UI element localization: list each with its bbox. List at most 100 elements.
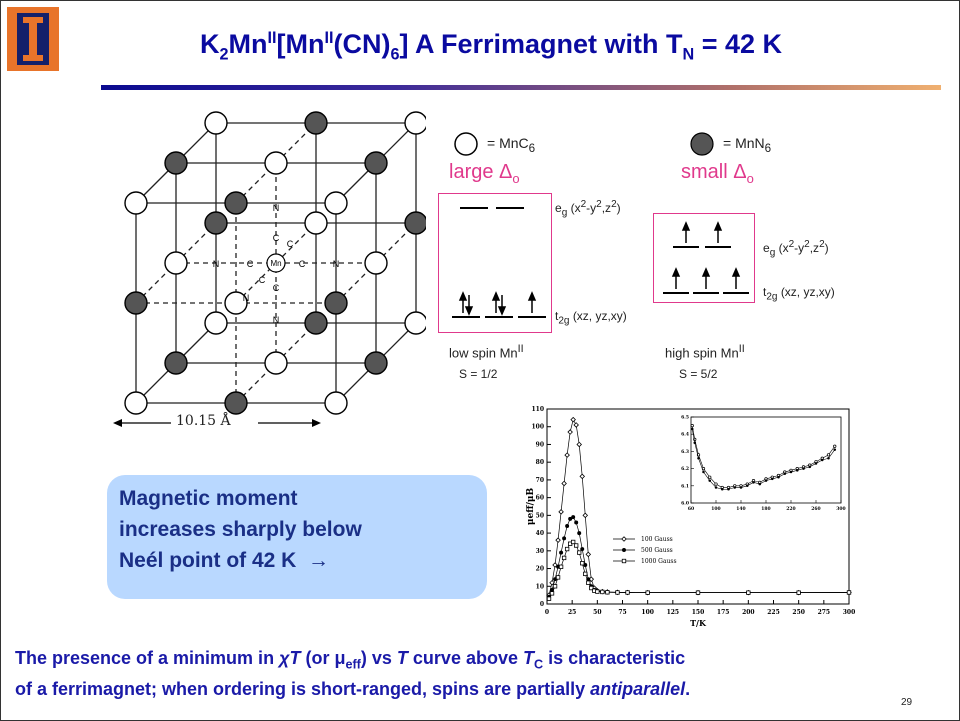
- data-point: [714, 482, 718, 486]
- cyanide-c-label: C: [273, 283, 280, 293]
- title-underline-bar: [101, 85, 941, 90]
- y-tick-label: 90: [536, 441, 544, 448]
- low-spin-s-value: S = 1/2: [459, 367, 498, 381]
- data-point: [552, 584, 558, 589]
- high-spin-s-value: S = 5/2: [679, 367, 718, 381]
- data-point: [570, 416, 576, 423]
- data-point: [758, 482, 762, 486]
- callout-line-3: Neél point of 42 K →: [119, 549, 330, 572]
- data-point: [690, 423, 694, 428]
- x-tick-label: 0: [545, 609, 549, 616]
- mnn6-atom: [164, 351, 188, 375]
- mnn6-filled-circle-icon: [690, 132, 714, 156]
- cyanide-c-label: C: [259, 275, 266, 285]
- right-arrow-icon: →: [308, 549, 330, 572]
- data-point: [795, 469, 799, 472]
- data-point: [777, 475, 780, 479]
- legend-mnn6: = MnN6: [723, 135, 772, 155]
- mnc6-atom: [404, 311, 426, 335]
- y-tick-label: 60: [536, 495, 544, 502]
- callout-line-2: increases sharply below: [119, 518, 362, 541]
- data-point: [579, 473, 585, 480]
- data-point: [565, 524, 570, 528]
- data-point: [558, 509, 564, 515]
- large-delta-label: large Δo: [449, 161, 520, 186]
- data-point: [720, 487, 724, 491]
- data-point: [770, 477, 774, 481]
- low-spin-level-box: [438, 193, 552, 333]
- mnn6-atom: [364, 151, 388, 175]
- x-tick-label: 225: [767, 609, 780, 616]
- page-number: 29: [901, 697, 913, 708]
- lattice-scale-label: 10.15 Å: [176, 413, 231, 429]
- data-point: [789, 470, 793, 474]
- x-tick-label: 250: [792, 609, 805, 616]
- inset-y-tick-label: 6.5: [681, 415, 689, 421]
- data-point: [827, 457, 830, 460]
- cyanide-n-label: N: [273, 203, 280, 213]
- data-point: [697, 457, 700, 460]
- inset-y-tick-label: 6.4: [681, 432, 689, 438]
- data-point: [814, 462, 818, 465]
- inset-x-tick-label: 100: [711, 506, 720, 512]
- mnc6-atom: [304, 211, 328, 235]
- data-point: [752, 481, 755, 484]
- data-point: [727, 487, 730, 491]
- legend-label: 1000 Gauss: [641, 558, 677, 565]
- x-tick-label: 125: [667, 609, 680, 616]
- data-point: [585, 551, 592, 558]
- cyanide-c-label: C: [273, 233, 280, 243]
- y-tick-label: 10: [536, 583, 544, 590]
- mnc6-atom: [324, 191, 348, 215]
- data-point: [555, 575, 561, 580]
- data-point: [625, 590, 630, 595]
- mnc6-atom: [264, 151, 288, 175]
- data-point: [833, 448, 837, 451]
- footer-statement: The presence of a minimum in χT (or μeff…: [15, 646, 950, 701]
- callout-line-1: Magnetic moment: [119, 487, 298, 510]
- data-point: [571, 515, 576, 520]
- lattice-atoms: [124, 111, 426, 415]
- data-point: [622, 548, 626, 552]
- x-tick-label: 100: [641, 609, 654, 616]
- inset-frame: [690, 416, 842, 504]
- y-axis-label: μeff/μB: [526, 488, 536, 526]
- data-point: [702, 470, 705, 474]
- inset-y-tick-label: 6.1: [681, 483, 689, 489]
- data-point: [846, 590, 852, 595]
- series-1000-gauss: 1000 Gauss: [546, 539, 852, 601]
- mnn6-atom: [204, 211, 228, 235]
- high-spin-eg-label: eg (x2-y2,z2): [763, 239, 829, 259]
- y-tick-label: 30: [536, 548, 544, 555]
- mnc6-atom: [204, 311, 228, 335]
- data-point: [826, 453, 831, 457]
- data-point: [546, 596, 552, 601]
- mnn6-atom: [164, 151, 188, 175]
- data-point: [549, 591, 555, 596]
- data-point: [549, 579, 555, 586]
- mnc6-atom: [124, 391, 148, 415]
- data-point: [561, 555, 567, 561]
- mnc6-open-circle-icon: [454, 132, 478, 156]
- mnn6-atom: [124, 291, 148, 315]
- cyanide-n-label: N: [333, 259, 340, 269]
- mnc6-atom: [224, 291, 248, 315]
- mnc6-atom: [164, 251, 188, 275]
- high-spin-energy-levels: [663, 221, 749, 294]
- mnn6-atom: [304, 111, 328, 135]
- y-tick-label: 0: [540, 601, 544, 608]
- inset-series-1: [690, 427, 837, 491]
- x-tick-label: 275: [818, 609, 831, 616]
- y-tick-label: 20: [536, 566, 544, 573]
- data-point: [574, 543, 579, 548]
- data-point: [745, 484, 749, 488]
- data-point: [577, 550, 582, 555]
- y-tick-label: 80: [536, 459, 544, 466]
- data-point: [555, 537, 561, 543]
- data-point: [589, 585, 594, 591]
- x-tick-label: 75: [618, 609, 626, 616]
- page-title: K2MnII[MnII(CN)6] A Ferrimagnet with TN …: [199, 29, 782, 64]
- data-point: [580, 547, 585, 552]
- mnc6-atom: [404, 111, 426, 135]
- data-point: [708, 475, 712, 479]
